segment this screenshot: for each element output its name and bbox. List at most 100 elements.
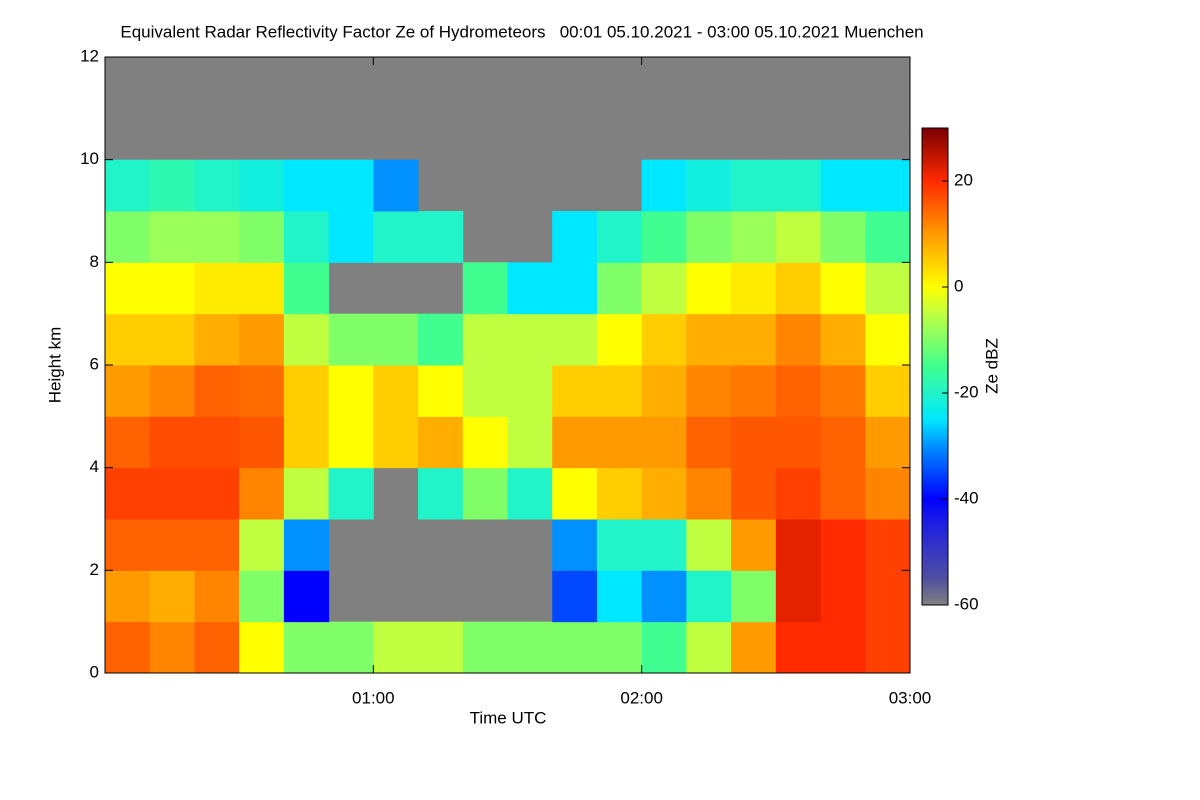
heatmap-cell bbox=[775, 570, 822, 623]
heatmap-cell bbox=[462, 467, 508, 520]
heatmap-cell bbox=[149, 262, 195, 315]
heatmap-cell bbox=[686, 621, 732, 674]
x-tick-label: 02:00 bbox=[620, 688, 663, 707]
heatmap-cell bbox=[194, 467, 240, 520]
heatmap-cell bbox=[596, 467, 643, 520]
heatmap-cell bbox=[820, 365, 866, 417]
heatmap-cell bbox=[105, 313, 151, 366]
heatmap-cell bbox=[373, 159, 419, 212]
heatmap-cell bbox=[552, 262, 598, 315]
heatmap-cell bbox=[507, 467, 553, 520]
heatmap-cell bbox=[820, 313, 866, 366]
heatmap-cell bbox=[194, 519, 240, 571]
heatmap-cell bbox=[865, 262, 911, 315]
heatmap-cell bbox=[641, 365, 687, 417]
heatmap-cell bbox=[239, 313, 285, 366]
heatmap-cell bbox=[865, 621, 911, 674]
x-tick-label: 03:00 bbox=[889, 688, 932, 707]
y-axis-label: Height km bbox=[45, 327, 64, 404]
heatmap-cell bbox=[462, 365, 508, 417]
heatmap-cell bbox=[239, 519, 285, 571]
heatmap-cell bbox=[283, 519, 330, 571]
heatmap-cell bbox=[239, 621, 285, 674]
colorbar-tick-label: -20 bbox=[954, 382, 979, 401]
heatmap-cell bbox=[328, 211, 374, 263]
heatmap-cell bbox=[775, 159, 822, 212]
heatmap-cell bbox=[373, 416, 419, 469]
heatmap-cell bbox=[865, 416, 911, 469]
heatmap-cell bbox=[731, 159, 777, 212]
heatmap-cell bbox=[596, 570, 643, 623]
heatmap-cell bbox=[731, 570, 777, 623]
heatmap-cell bbox=[328, 159, 374, 212]
heatmap-cell bbox=[507, 365, 553, 417]
heatmap-cell bbox=[686, 570, 732, 623]
heatmap-cell bbox=[775, 519, 822, 571]
y-tick-label: 10 bbox=[80, 149, 99, 168]
heatmap-cell bbox=[731, 467, 777, 520]
heatmap-cell bbox=[865, 570, 911, 623]
heatmap-cell bbox=[373, 621, 419, 674]
heatmap-cell bbox=[731, 621, 777, 674]
y-tick-label: 4 bbox=[90, 457, 99, 476]
heatmap-cell bbox=[641, 211, 687, 263]
heatmap-cell bbox=[596, 262, 643, 315]
x-tick-label: 01:00 bbox=[352, 688, 395, 707]
heatmap-cell bbox=[552, 313, 598, 366]
heatmap-cell bbox=[641, 416, 687, 469]
heatmap-cell bbox=[865, 211, 911, 263]
heatmap-cell bbox=[462, 416, 508, 469]
heatmap-cell bbox=[641, 262, 687, 315]
heatmap-cell bbox=[641, 570, 687, 623]
heatmap-cell bbox=[149, 313, 195, 366]
y-tick-label: 12 bbox=[80, 46, 99, 65]
heatmap-cell bbox=[865, 467, 911, 520]
heatmap-cell bbox=[283, 416, 330, 469]
heatmap-cell bbox=[686, 159, 732, 212]
heatmap-cell bbox=[865, 313, 911, 366]
heatmap-cell bbox=[731, 519, 777, 571]
heatmap-cell bbox=[149, 365, 195, 417]
heatmap-cell bbox=[775, 416, 822, 469]
heatmap-cell bbox=[194, 159, 240, 212]
heatmap-cell bbox=[105, 262, 151, 315]
heatmap-cell bbox=[731, 211, 777, 263]
heatmap-cell bbox=[686, 262, 732, 315]
heatmap-cell bbox=[552, 621, 598, 674]
heatmap-cell bbox=[239, 570, 285, 623]
heatmap-cell bbox=[283, 313, 330, 366]
heatmap-cell bbox=[418, 365, 464, 417]
heatmap-cell bbox=[194, 570, 240, 623]
heatmap-cell bbox=[820, 519, 866, 571]
heatmap-cell bbox=[820, 262, 866, 315]
heatmap-cell bbox=[820, 211, 866, 263]
chart-title: Equivalent Radar Reflectivity Factor Ze … bbox=[120, 22, 923, 41]
y-tick-label: 2 bbox=[90, 560, 99, 579]
heatmap-cell bbox=[239, 262, 285, 315]
heatmap-cell bbox=[775, 211, 822, 263]
heatmap-cell bbox=[596, 211, 643, 263]
heatmap-cell bbox=[373, 313, 419, 366]
heatmap-cell bbox=[507, 621, 553, 674]
heatmap-cell bbox=[865, 159, 911, 212]
heatmap-cell bbox=[194, 211, 240, 263]
heatmap-cell bbox=[149, 416, 195, 469]
heatmap-cell bbox=[462, 262, 508, 315]
heatmap-cell bbox=[149, 621, 195, 674]
heatmap-cell bbox=[239, 416, 285, 469]
colorbar-label: Ze dBZ bbox=[982, 338, 1001, 394]
heatmap-cell bbox=[283, 621, 330, 674]
heatmap-cell bbox=[328, 621, 374, 674]
heatmap-cell bbox=[105, 570, 151, 623]
heatmap-cell bbox=[194, 313, 240, 366]
heatmap-cell bbox=[507, 416, 553, 469]
heatmap-cell bbox=[105, 519, 151, 571]
y-tick-label: 8 bbox=[90, 252, 99, 271]
heatmap-cell bbox=[149, 519, 195, 571]
heatmap-cell bbox=[552, 570, 598, 623]
colorbar-tick-label: 20 bbox=[954, 170, 973, 189]
heatmap-cell bbox=[686, 416, 732, 469]
heatmap-cell bbox=[775, 365, 822, 417]
heatmap-cell bbox=[194, 621, 240, 674]
colorbar-tick-label: 0 bbox=[954, 276, 963, 295]
